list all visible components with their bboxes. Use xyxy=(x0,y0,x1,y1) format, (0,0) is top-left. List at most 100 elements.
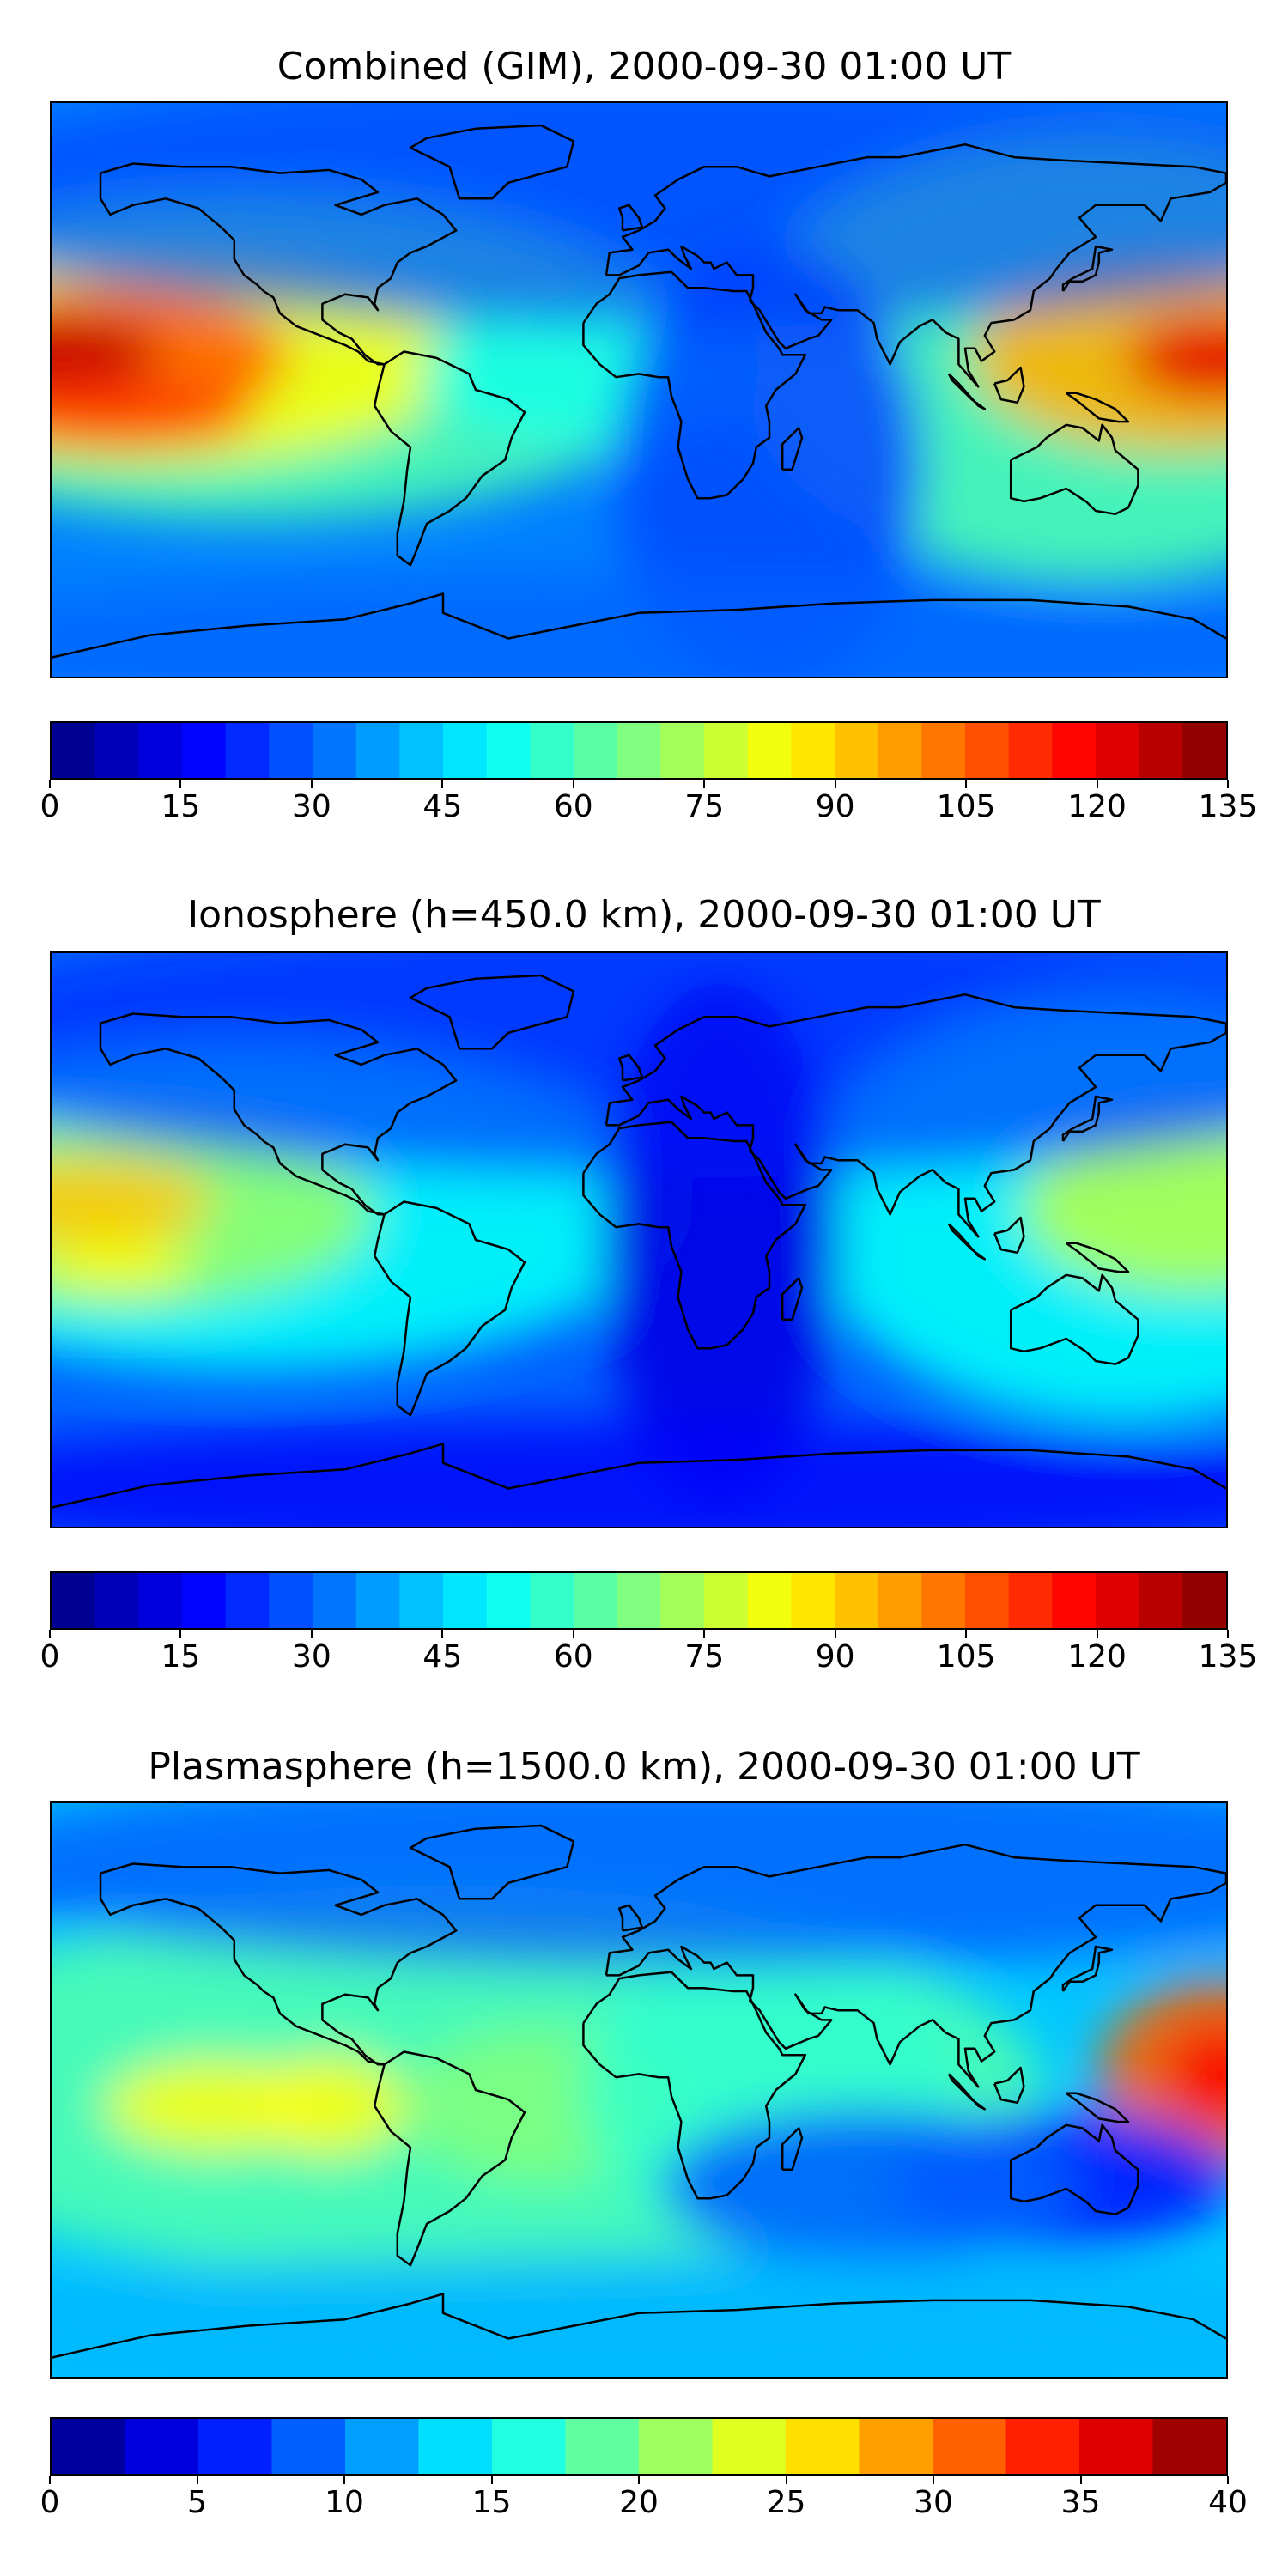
coastline xyxy=(52,2293,1226,2359)
coastline xyxy=(582,270,807,500)
panel-2-colorbar xyxy=(50,1571,1228,1630)
colorbar-tick-label: 0 xyxy=(39,1639,60,1674)
colorbar-segment xyxy=(1052,1573,1097,1628)
coastline xyxy=(1061,1095,1114,1142)
coastline xyxy=(993,1216,1025,1255)
coastline xyxy=(605,143,1226,388)
colorbar-tick-label: 15 xyxy=(161,789,201,824)
colorbar-tick-label: 10 xyxy=(325,2485,364,2520)
colorbar-segment xyxy=(639,2419,714,2474)
coastline xyxy=(1066,1242,1130,1273)
colorbar-segment xyxy=(486,1573,532,1628)
colorbar-segment xyxy=(878,723,923,778)
colorbar-segment xyxy=(225,1573,270,1628)
colorbar-tick-label: 45 xyxy=(422,1639,463,1674)
colorbar-segment xyxy=(94,1573,140,1628)
colorbar-tick-mark xyxy=(1227,2476,1229,2484)
colorbar-tick-mark xyxy=(179,1630,182,1638)
colorbar-tick-label: 60 xyxy=(553,1639,593,1674)
colorbar-tick-label: 15 xyxy=(471,2485,512,2520)
colorbar-segment xyxy=(355,1573,401,1628)
panel-2-title: Ionosphere (h=450.0 km), 2000-09-30 01:0… xyxy=(187,893,1101,937)
colorbar-segment xyxy=(225,723,270,778)
colorbar-tick-mark xyxy=(49,1630,51,1638)
field-contour xyxy=(52,953,1226,1178)
colorbar-segment xyxy=(747,723,793,778)
colorbar-tick-mark xyxy=(965,1630,968,1638)
colorbar-tick-label: 25 xyxy=(766,2485,806,2520)
colorbar-segment xyxy=(747,1573,793,1628)
colorbar-tick-mark xyxy=(1227,780,1229,788)
colorbar-segment xyxy=(1008,723,1054,778)
colorbar-segment xyxy=(660,723,706,778)
colorbar-tick-mark xyxy=(1227,1630,1229,1638)
colorbar-segment xyxy=(345,2419,421,2474)
panel-1-colorbar xyxy=(50,721,1228,780)
coastline xyxy=(1066,392,1130,423)
colorbar-segment xyxy=(1079,2419,1155,2474)
colorbar-segment xyxy=(1052,723,1097,778)
coastline xyxy=(993,366,1025,404)
colorbar-tick-mark xyxy=(1079,2476,1082,2484)
colorbar-segment xyxy=(355,723,401,778)
field-contour xyxy=(1125,314,1226,401)
colorbar-tick-label: 135 xyxy=(1198,789,1258,824)
panel-3-colorbar-ticks: 0 5 10 15 20 25 30 35 40 xyxy=(0,2476,1288,2527)
field-contour xyxy=(252,2054,406,2158)
coastline xyxy=(1009,423,1139,515)
colorbar-segment xyxy=(313,1573,357,1628)
coastline xyxy=(409,974,575,1050)
panel-3-colorbar xyxy=(50,2417,1228,2476)
colorbar-segment xyxy=(933,2419,1008,2474)
colorbar-segment xyxy=(704,1573,749,1628)
field-contour xyxy=(52,313,161,391)
panel-3-title: Plasmasphere (h=1500.0 km), 2000-09-30 0… xyxy=(148,1745,1140,1789)
colorbar-tick-mark xyxy=(785,2476,787,2484)
coastline xyxy=(99,1012,458,1216)
colorbar-segment xyxy=(1182,723,1226,778)
colorbar-svg xyxy=(52,2419,1226,2474)
coastline xyxy=(781,2127,804,2172)
coastline xyxy=(99,162,458,366)
coastline xyxy=(605,993,1226,1238)
colorbar-tick-mark xyxy=(933,2476,934,2484)
colorbar-segment xyxy=(921,1573,967,1628)
colorbar-segment xyxy=(1008,1573,1054,1628)
colorbar-tick-label: 20 xyxy=(619,2485,659,2520)
coastline xyxy=(947,2073,987,2111)
colorbar-tick-mark xyxy=(310,780,313,788)
colorbar-tick-label: 60 xyxy=(553,789,593,824)
coastline xyxy=(617,1054,644,1082)
colorbar-segment xyxy=(965,1573,1010,1628)
colorbar-tick-label: 120 xyxy=(1067,1639,1127,1674)
panel-1-map xyxy=(50,101,1228,678)
coastline xyxy=(52,592,1226,659)
colorbar-segment xyxy=(52,723,96,778)
colorbar-segment xyxy=(704,723,749,778)
coastlines xyxy=(52,124,1226,659)
field-contour xyxy=(661,2108,1073,2263)
colorbar-tick-label: 0 xyxy=(39,2485,60,2520)
colorbar-segment xyxy=(1096,1573,1140,1628)
panel-2-map xyxy=(50,951,1228,1528)
colorbar-tick-label: 45 xyxy=(422,789,463,824)
coastline xyxy=(582,1121,807,1350)
colorbar-segment xyxy=(835,1573,879,1628)
colorbar-tick-mark xyxy=(441,1630,444,1638)
colorbar-tick-mark xyxy=(834,780,836,788)
map-svg xyxy=(52,103,1226,677)
coastline xyxy=(99,1862,458,2066)
colorbar-tick-mark xyxy=(490,2476,493,2484)
field-layer xyxy=(52,103,1226,677)
colorbar-segment xyxy=(859,2419,934,2474)
coastline xyxy=(1066,2092,1130,2123)
colorbar-tick-label: 35 xyxy=(1060,2485,1101,2520)
colorbar-tick-label: 105 xyxy=(936,1639,996,1674)
colorbar-segment xyxy=(617,723,662,778)
field-contour xyxy=(1168,2026,1226,2122)
colorbar-tick-mark xyxy=(965,780,968,788)
coastline xyxy=(1061,245,1114,292)
colorbar-segment xyxy=(617,1573,662,1628)
colorbar-tick-label: 75 xyxy=(684,789,725,824)
field-layer xyxy=(52,953,1226,1527)
